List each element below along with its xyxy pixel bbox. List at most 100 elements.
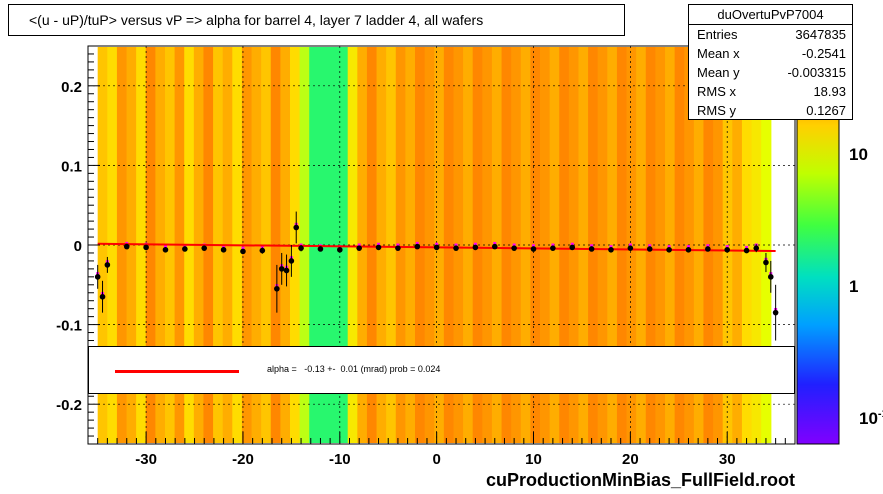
profile-point <box>395 245 401 251</box>
profile-point <box>433 244 440 251</box>
profile-point <box>356 245 362 251</box>
profile-point <box>550 245 556 251</box>
stats-box: duOvertuPvP7004 Entries 3647835 Mean x -… <box>688 4 853 120</box>
x-tick-label: -20 <box>232 451 254 468</box>
overlay-point <box>609 245 613 249</box>
overlay-point <box>512 243 516 247</box>
x-tick-label: 10 <box>525 451 542 468</box>
heatmap-column <box>530 47 541 443</box>
profile-point <box>530 246 537 252</box>
stats-value: 0.1267 <box>806 103 846 118</box>
stats-row-entries: Entries 3647835 <box>689 25 852 44</box>
overlay-point <box>163 245 167 249</box>
profile-layer <box>94 211 779 341</box>
overlay-point <box>648 244 652 248</box>
heatmap-column <box>357 47 368 443</box>
stats-value: -0.003315 <box>787 65 846 80</box>
heatmap-column <box>395 47 406 443</box>
profile-point <box>646 246 653 252</box>
profile-point <box>685 246 692 253</box>
overlay-point <box>454 243 458 247</box>
profile-point <box>627 245 634 251</box>
stats-value: 3647835 <box>795 27 846 42</box>
heatmap-column <box>732 47 743 443</box>
x-tick-label: -30 <box>135 451 157 468</box>
profile-point <box>94 274 101 280</box>
heatmap-column <box>722 47 733 443</box>
y-tick-label: 0 <box>74 238 82 255</box>
heatmap-column <box>415 47 426 443</box>
y-tick-label: 0.2 <box>61 79 82 96</box>
profile-point <box>278 266 285 272</box>
overlay-point <box>532 244 536 248</box>
y-tick-label: -0.2 <box>56 397 82 414</box>
heatmap-column <box>520 47 531 443</box>
y-tick-label: -0.1 <box>56 318 82 335</box>
fit-legend-line <box>115 370 239 373</box>
overlay-point <box>570 242 574 246</box>
stats-value: -0.2541 <box>801 46 846 61</box>
overlay-point <box>396 243 400 247</box>
profile-point <box>491 243 498 250</box>
overlay-point <box>357 243 361 247</box>
overlay-point <box>493 241 497 245</box>
fit-legend-text: alpha = -0.13 +- 0.01 (mrad) prob = 0.02… <box>267 364 441 374</box>
heatmap-column <box>107 47 118 443</box>
profile-point <box>274 285 280 292</box>
profile-point <box>220 246 227 253</box>
stats-label: Entries <box>697 27 738 42</box>
stats-row-rms-y: RMS y 0.1267 <box>689 101 852 120</box>
colorbar-labels: 10 1 10-1 <box>849 145 883 428</box>
overlay-point <box>745 245 749 249</box>
profile-point <box>298 245 304 251</box>
colorbar-tick-label: 10-1 <box>859 408 883 428</box>
profile-point <box>104 262 111 268</box>
chart-title: <(u - uP)/tuP> versus vP => alpha for ba… <box>8 4 625 36</box>
y-tick-label: 0.1 <box>61 158 82 175</box>
heatmap-column <box>607 47 618 443</box>
stats-row-mean-x: Mean x -0.2541 <box>689 44 852 63</box>
overlay-point <box>667 245 671 249</box>
profile-point <box>472 244 479 251</box>
profile-point <box>317 246 324 252</box>
overlay-point <box>473 242 477 246</box>
overlay-point <box>183 244 187 248</box>
heatmap-column <box>540 47 551 443</box>
profile-point <box>99 293 106 300</box>
heatmap-column <box>741 47 753 443</box>
heatmap-column <box>472 47 483 443</box>
overlay-point <box>706 244 710 248</box>
overlay-point <box>415 241 419 245</box>
profile-point <box>511 245 517 251</box>
stats-label: RMS x <box>697 84 736 99</box>
profile-point <box>753 245 760 251</box>
overlay-point <box>377 242 381 246</box>
colorbar-tick-label: 1 <box>849 277 858 296</box>
profile-point <box>143 244 149 251</box>
overlay-point <box>725 245 729 249</box>
profile-point <box>123 243 130 250</box>
profile-point <box>240 248 246 255</box>
profile-point <box>608 246 614 253</box>
profile-point <box>767 274 774 280</box>
x-tick-label: -10 <box>329 451 351 468</box>
stats-label: Mean y <box>697 65 740 80</box>
colorbar-tick-label: 10 <box>849 145 868 164</box>
x-tick-label: 30 <box>719 451 736 468</box>
heatmap-column <box>761 47 772 443</box>
overlay-point <box>590 244 594 248</box>
axes-layer: -30 -20 -10 0 10 20 30 -0.2 -0.1 0 0.1 0.2 <box>56 45 796 468</box>
overlay-point <box>628 243 632 247</box>
heatmap-column <box>366 47 378 443</box>
profile-point <box>337 246 343 253</box>
heatmap-column <box>97 47 108 443</box>
profile-point <box>569 244 576 251</box>
heatmap-column <box>597 47 608 443</box>
profile-point <box>763 259 769 266</box>
heatmap-column <box>482 47 493 443</box>
profile-point <box>288 258 295 264</box>
heatmap-column <box>511 47 522 443</box>
overlay-point <box>435 242 439 246</box>
footer-filename: cuProductionMinBias_FullField.root <box>486 470 796 490</box>
